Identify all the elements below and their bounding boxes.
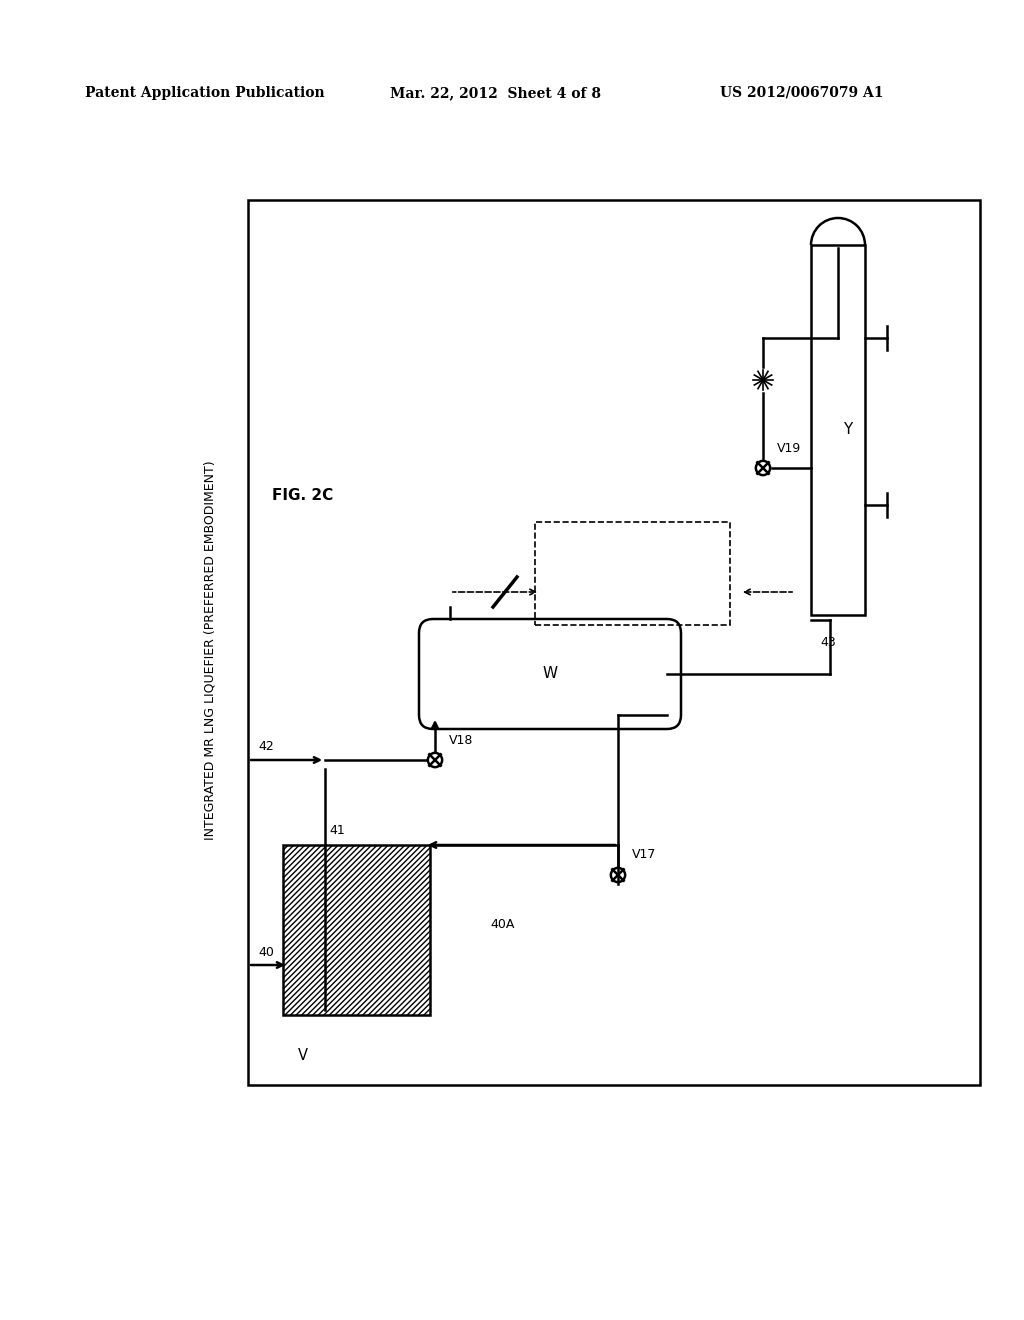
Text: 43: 43 bbox=[820, 636, 836, 649]
Text: Y: Y bbox=[843, 422, 852, 437]
Text: V18: V18 bbox=[449, 734, 473, 747]
Text: FIG. 2C: FIG. 2C bbox=[272, 487, 333, 503]
Text: W: W bbox=[543, 667, 557, 681]
Bar bbox=[248, 201, 980, 1085]
Bar bbox=[535, 521, 730, 624]
Text: 42: 42 bbox=[258, 739, 273, 752]
FancyBboxPatch shape bbox=[419, 619, 681, 729]
Text: 41: 41 bbox=[329, 824, 345, 837]
Text: V: V bbox=[298, 1048, 308, 1063]
Text: Mar. 22, 2012  Sheet 4 of 8: Mar. 22, 2012 Sheet 4 of 8 bbox=[390, 86, 601, 100]
Text: Patent Application Publication: Patent Application Publication bbox=[85, 86, 325, 100]
Text: 40: 40 bbox=[258, 945, 273, 958]
Text: V17: V17 bbox=[632, 849, 656, 862]
Text: V19: V19 bbox=[777, 441, 801, 454]
Text: INTEGRATED MR LNG LIQUEFIER (PREFERRED EMBODIMENT): INTEGRATED MR LNG LIQUEFIER (PREFERRED E… bbox=[204, 461, 216, 840]
Bar bbox=[283, 845, 430, 1015]
Text: US 2012/0067079 A1: US 2012/0067079 A1 bbox=[720, 86, 884, 100]
Bar bbox=[811, 246, 865, 615]
Text: 40A: 40A bbox=[490, 919, 514, 932]
